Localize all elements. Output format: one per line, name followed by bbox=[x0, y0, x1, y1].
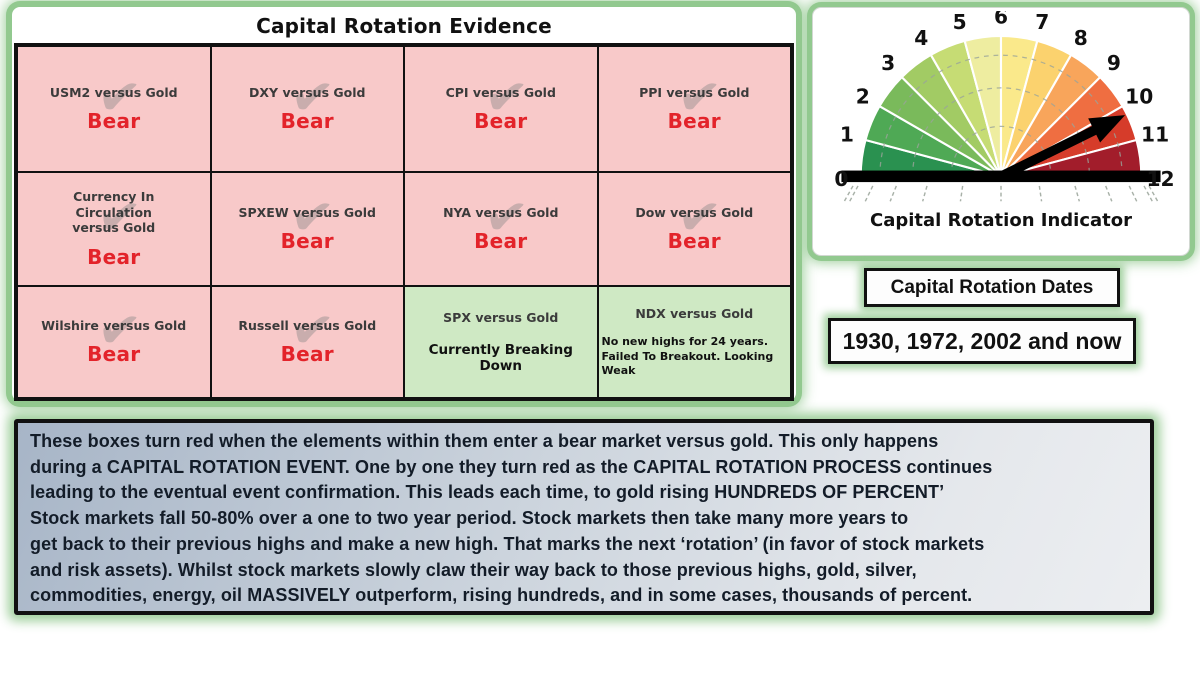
cell-label: Russell versus Gold bbox=[238, 317, 377, 333]
svg-text:4: 4 bbox=[914, 26, 928, 50]
svg-text:5: 5 bbox=[953, 11, 967, 34]
evidence-title: Capital Rotation Evidence bbox=[256, 14, 552, 38]
grid-cell: ✔ USM2 versus Gold Bear bbox=[17, 46, 211, 172]
cell-label: Wilshire versus Gold bbox=[41, 317, 187, 333]
svg-text:6: 6 bbox=[994, 11, 1008, 28]
cell-label: SPX versus Gold bbox=[443, 310, 559, 326]
cell-label: PPI versus Gold bbox=[639, 84, 750, 100]
grid-cell: ✔ Dow versus Gold Bear bbox=[597, 172, 791, 286]
svg-text:0: 0 bbox=[834, 167, 848, 191]
cell-status: Bear bbox=[280, 229, 334, 254]
note-text: These boxes turn red when the elements w… bbox=[30, 431, 993, 606]
dates-value-box: 1930, 1972, 2002 and now bbox=[828, 318, 1136, 364]
grid-cell: ✔ NYA versus Gold Bear bbox=[404, 172, 598, 286]
svg-text:9: 9 bbox=[1107, 51, 1121, 75]
gauge-panel: 0 1 2 3 4 5 6 7 8 9 10 11 12 Capital Rotation Indica… bbox=[812, 7, 1190, 256]
cell-label: Currency In Circulation versus Gold bbox=[72, 189, 156, 236]
svg-text:12: 12 bbox=[1147, 167, 1175, 191]
grid-cell: SPX versus Gold Currently Breaking Down bbox=[404, 286, 598, 398]
svg-text:7: 7 bbox=[1035, 11, 1049, 34]
svg-text:2: 2 bbox=[856, 84, 870, 108]
grid-cell: ✔ PPI versus Gold Bear bbox=[597, 46, 791, 172]
cell-status: Currently Breaking Down bbox=[428, 341, 573, 374]
svg-text:3: 3 bbox=[881, 51, 895, 75]
cell-status: No new highs for 24 years. Failed To Bre… bbox=[601, 335, 774, 377]
dates-title: Capital Rotation Dates bbox=[890, 276, 1094, 298]
cell-label: CPI versus Gold bbox=[445, 84, 556, 100]
cell-status: Bear bbox=[87, 342, 141, 367]
svg-text:10: 10 bbox=[1125, 84, 1153, 108]
grid-cell: ✔ DXY versus Gold Bear bbox=[210, 46, 404, 172]
cell-status: Bear bbox=[87, 109, 141, 134]
cell-status: Bear bbox=[474, 109, 528, 134]
cell-label: SPXEW versus Gold bbox=[238, 204, 376, 220]
svg-text:8: 8 bbox=[1074, 26, 1088, 50]
svg-text:1: 1 bbox=[840, 123, 854, 147]
cell-status: Bear bbox=[87, 244, 141, 269]
note-panel: These boxes turn red when the elements w… bbox=[14, 419, 1154, 615]
svg-text:11: 11 bbox=[1141, 123, 1169, 147]
cell-label: USM2 versus Gold bbox=[49, 84, 178, 100]
cell-status: Bear bbox=[280, 342, 334, 367]
cell-status: Bear bbox=[474, 229, 528, 254]
dates-title-box: Capital Rotation Dates bbox=[864, 268, 1120, 307]
grid-cell: ✔ Wilshire versus Gold Bear bbox=[17, 286, 211, 398]
cell-status: Bear bbox=[280, 109, 334, 134]
grid-cell: ✔ Russell versus Gold Bear bbox=[210, 286, 404, 398]
cell-label: NDX versus Gold bbox=[635, 305, 754, 321]
grid-cell: ✔ SPXEW versus Gold Bear bbox=[210, 172, 404, 286]
grid-cell: NDX versus Gold No new highs for 24 years… bbox=[597, 286, 791, 398]
cell-status: Bear bbox=[667, 229, 721, 254]
gauge-caption: Capital Rotation Indicator bbox=[869, 210, 1133, 231]
dates-value: 1930, 1972, 2002 and now bbox=[842, 327, 1122, 354]
evidence-grid: ✔ USM2 versus Gold Bear ✔ DXY versus Gold Bea… bbox=[14, 43, 794, 401]
cell-label: Dow versus Gold bbox=[635, 204, 754, 220]
cell-label: DXY versus Gold bbox=[249, 84, 366, 100]
evidence-panel: Capital Rotation Evidence ✔ USM2 versus G… bbox=[12, 7, 796, 401]
cell-label: NYA versus Gold bbox=[443, 204, 559, 220]
cell-status: Bear bbox=[667, 109, 721, 134]
grid-cell: ✔ CPI versus Gold Bear bbox=[404, 46, 598, 172]
grid-cell: ✔ Currency In Circulation versus Gold Bear bbox=[17, 172, 211, 286]
